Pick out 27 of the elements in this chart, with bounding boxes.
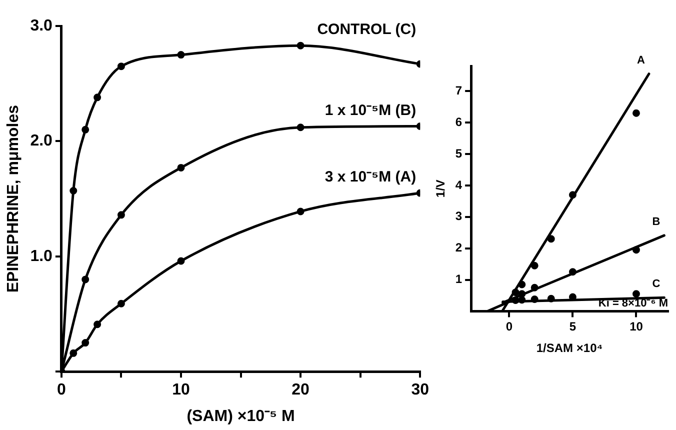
series-label: C <box>652 278 660 290</box>
y-tick-label: 2.0 <box>30 132 53 150</box>
x-tick-label: 10 <box>172 382 190 399</box>
series-label: CONTROL (C) <box>317 21 416 38</box>
y-tick-label: 6 <box>455 114 462 129</box>
y-tick-label: 3.0 <box>30 17 53 34</box>
x-axis-title: 1/SAM ×10⁴ <box>536 341 603 356</box>
y-axis-title: 1/V <box>434 180 448 198</box>
x-tick-label: 30 <box>411 382 430 399</box>
y-tick-label: 7 <box>455 83 462 98</box>
x-tick-label: 0 <box>506 320 513 334</box>
y-tick-label: 1.0 <box>30 248 53 265</box>
y-tick-label: 3 <box>455 209 462 224</box>
y-tick-label: 4 <box>455 178 462 192</box>
series-label: B <box>652 216 660 228</box>
y-tick-label: 1 <box>455 272 462 286</box>
x-axis-title: (SAM) ×10⁻⁵ M <box>186 408 295 425</box>
series-label: 3 x 10⁻⁵M (A) <box>324 168 416 186</box>
series-label: 1 x 10⁻⁵M (B) <box>324 102 416 119</box>
series-label: A <box>636 54 645 66</box>
y-tick-label: 5 <box>455 146 462 160</box>
x-tick-label: 0 <box>56 382 66 399</box>
x-tick-label: 5 <box>569 320 576 334</box>
x-tick-label: 20 <box>292 382 310 399</box>
y-axis-title: EPINEPHRINE, mμmoles <box>5 104 22 293</box>
y-tick-label: 2 <box>455 240 462 255</box>
x-tick-label: 10 <box>630 320 644 334</box>
